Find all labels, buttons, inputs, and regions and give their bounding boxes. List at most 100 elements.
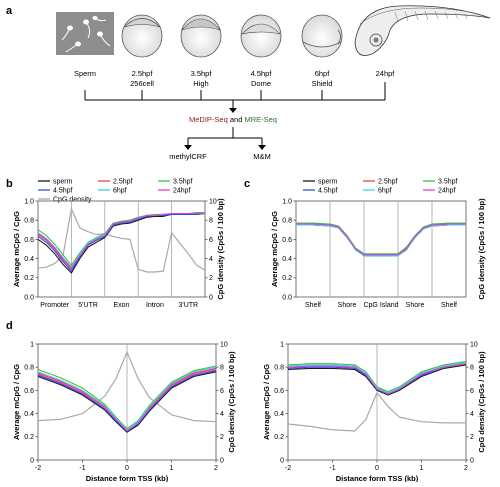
chart-d-left-series-cpg-density: [37, 351, 217, 423]
chart-d-left-y2tick-label: 2: [220, 434, 224, 441]
chart-d-left-xtick-label: 1: [170, 465, 174, 472]
chart-b-xcat-label: 3'UTR: [178, 302, 198, 309]
chart-d-left-xlabel: Distance form TSS (kb): [86, 474, 169, 482]
chart-d-right-xtick-label: 0: [375, 465, 379, 472]
chart-d-left-series-24hpf: [37, 368, 217, 432]
chart-d-right-y2label: CpG density (CpGs / 100 bp): [477, 351, 486, 453]
chart-b-y2tick-label: 6: [209, 237, 213, 244]
chart-d-right-series-sperm: [287, 364, 467, 396]
stage-1-sub: 256cell: [130, 79, 154, 88]
chart-d-right-ylabel: Average mCpG / CpG: [262, 364, 271, 440]
chart-b-ytick-label: 0.6: [24, 237, 34, 244]
method-label: MeDIP-Seq and MRE-Seq: [189, 115, 277, 124]
chart-b-y2tick-label: 0: [209, 294, 213, 301]
chart-d-right-y2tick-label: 8: [470, 365, 474, 372]
chart-d-right-ytick-label: 1: [280, 341, 284, 348]
chart-d-left-ylabel: Average mCpG / CpG: [12, 364, 21, 440]
arrow-down-icon: [184, 145, 192, 150]
sperm-photo: [56, 12, 114, 55]
chart-d-left-series-3-5hpf: [37, 365, 217, 430]
chart-b-xcat-label: Promoter: [40, 302, 69, 309]
chart-c-xcat-label: Shore: [338, 302, 357, 309]
chart-d-right-xtick-label: 2: [464, 465, 468, 472]
chart-b-y2tick-label: 2: [209, 275, 213, 282]
chart-d-right-ytick-label: 0.2: [274, 434, 284, 441]
chart-d-left-xtick-label: -2: [35, 465, 41, 472]
chart-b: 0.0 0.2 0.4 0.6 0.8 1.0 0 2 4 6 8 10 Promoter 5'UTR Ex…: [12, 198, 225, 309]
chart-d-left-ytick-label: 0: [30, 457, 34, 464]
chart-d-right-ytick-label: 0.8: [274, 365, 284, 372]
chart-c-series-6hpf: [296, 224, 466, 257]
chart-c-ytick-label: 0.8: [282, 218, 292, 225]
legend-b-label-3-5hpf: 3.5hpf: [173, 179, 193, 186]
chart-c-ytick-label: 0.2: [282, 275, 292, 282]
chart-d-right-xtick-label: -1: [329, 465, 335, 472]
chart-d-left-ytick-label: 0.8: [24, 365, 34, 372]
chart-d-left-ytick-label: 1: [30, 341, 34, 348]
legend-b-label-cpg-density: CpG density: [53, 197, 92, 204]
chart-b-ytick-label: 0.2: [24, 275, 34, 282]
chart-d-left-y2label: CpG density (CpGs / 100 bp): [227, 351, 236, 453]
chart-b-y2tick-label: 8: [209, 218, 213, 225]
chart-c-ytick-label: 0.4: [282, 256, 292, 263]
chart-c-ylabel: Average mCpG / CpG: [270, 211, 279, 287]
chart-c-y2label: CpG density (CpGs / 100 bp): [477, 198, 486, 300]
legend-c-label-3-5hpf: 3.5hpf: [438, 179, 458, 186]
stage-1-label: 2.5hpf: [132, 69, 154, 78]
chart-d-left-xtick-label: 2: [214, 465, 218, 472]
chart-d-left-y2tick-label: 4: [220, 411, 224, 418]
legend-b-label-24hpf: 24hpf: [173, 188, 191, 195]
chart-c-frame: [295, 200, 467, 298]
embryo-high: [180, 14, 222, 58]
chart-b-y2tick-label: 10: [209, 198, 217, 205]
legend-c-label-sperm: sperm: [318, 179, 338, 186]
chart-d-right-xtick-label: 1: [420, 465, 424, 472]
stage-bracket: [84, 82, 386, 109]
arrow-down-icon: [229, 108, 237, 113]
chart-c-series-24hpf: [296, 223, 466, 256]
stage-2-label: 3.5hpf: [191, 69, 213, 78]
chart-c-series-3-5hpf: [296, 222, 466, 255]
chart-b-ytick-label: 1.0: [24, 198, 34, 205]
chart-d-right-y2tick-label: 0: [470, 457, 474, 464]
legend-c-label-2-5hpf: 2.5hpf: [378, 179, 398, 186]
chart-b-frame: [37, 200, 206, 298]
chart-b-y2tick-label: 4: [209, 256, 213, 263]
legend-c-label-24hpf: 24hpf: [438, 188, 456, 195]
chart-d-left-ytick-label: 0.4: [24, 411, 34, 418]
chart-d-right-y2tick-label: 2: [470, 434, 474, 441]
legend-c: sperm 2.5hpf 3.5hpf 4.5hpf 6hpf 24hpf: [303, 179, 458, 195]
arrow-down-icon: [258, 145, 266, 150]
chart-c: 0.0 0.2 0.4 0.6 0.8 1.0 Shelf Shore CpG Island Sh…: [270, 198, 486, 309]
chart-c-xcat-label: Shelf: [305, 302, 321, 309]
chart-d-left-y2tick-label: 10: [220, 341, 228, 348]
chart-d-left-ytick-label: 0.2: [24, 434, 34, 441]
stage-0-label: Sperm: [74, 69, 96, 78]
chart-b-series-4-5hpf: [37, 212, 206, 272]
chart-d-left-series-sperm: [37, 371, 217, 433]
legend-c-label-4-5hpf: 4.5hpf: [318, 188, 338, 195]
chart-d-right-ytick-label: 0.4: [274, 411, 284, 418]
method-bracket: [187, 127, 263, 146]
chart-c-ytick-label: 0.0: [282, 294, 292, 301]
chart-b-y2label: CpG density (CpGs / 100 bp): [216, 198, 225, 300]
chart-c-xcat-label: Shore: [406, 302, 425, 309]
legend-b: sperm 2.5hpf 3.5hpf 4.5hpf 6hpf 24hpf CpG dens…: [38, 179, 193, 204]
legend-c-label-6hpf: 6hpf: [378, 188, 392, 195]
output-mm: M&M: [253, 152, 271, 161]
panel-c-letter: c: [244, 178, 250, 190]
chart-d-right-xtick-label: -2: [285, 465, 291, 472]
chart-d-left-y2tick-label: 8: [220, 365, 224, 372]
chart-b-xcat-label: 5'UTR: [78, 302, 98, 309]
chart-c-xcat-label: CpG Island: [363, 302, 398, 309]
chart-b-ytick-label: 0.8: [24, 218, 34, 225]
stage-labels: Sperm 2.5hpf 256cell 3.5hpf High 4.5hpf …: [74, 69, 395, 88]
chart-c-series-sperm: [296, 224, 466, 257]
chart-d-right-ytick-label: 0.6: [274, 388, 284, 395]
chart-d-left-y2tick-label: 0: [220, 457, 224, 464]
chart-c-ytick-label: 0.6: [282, 237, 292, 244]
legend-b-label-2-5hpf: 2.5hpf: [113, 179, 133, 186]
